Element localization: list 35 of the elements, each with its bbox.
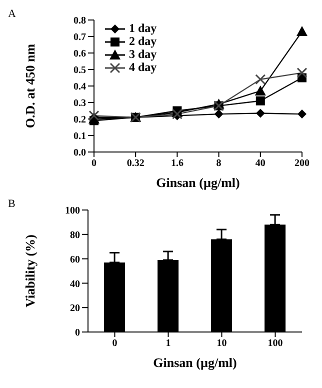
legend-label: 1 day [129,21,157,35]
y-tick-label: 40 [70,278,80,290]
y-axis-title: O.D. at 450 nm [22,44,38,128]
x-tick-label: 100 [268,338,283,350]
y-tick-label: 0.7 [74,32,86,44]
legend-label: 2 day [129,34,157,48]
x-tick-label: 1 [166,338,171,350]
y-tick-label: 0 [75,328,80,339]
y-tick-label: 80 [70,230,80,241]
y-tick-label: 0.4 [74,82,86,93]
y-tick-label: 0.3 [74,98,86,110]
y-tick-label: 100 [65,206,80,217]
y-tick-label: 0.1 [74,131,86,142]
x-tick-label: 0 [92,158,96,170]
chart-title: B [8,198,16,210]
y-tick-label: 0.6 [74,48,86,60]
y-tick-label: 0.0 [74,148,86,159]
y-tick-label: 20 [70,303,80,314]
x-tick-label: 10 [216,338,227,350]
legend-label: 3 day [129,47,157,61]
x-axis-title: Ginsan (µg/ml) [153,355,237,370]
legend-label: 4 day [129,60,157,74]
x-tick-label: 8 [216,158,222,170]
x-axis-title: Ginsan (µg/ml) [156,175,240,190]
x-tick-label: 1.6 [170,158,184,170]
y-tick-label: 60 [70,254,80,266]
x-tick-label: 0.32 [126,158,144,170]
x-tick-label: 200 [294,158,310,170]
x-tick-label: 0 [112,338,118,350]
y-axis-title: Viability (%) [22,234,38,308]
x-tick-label: 40 [255,158,266,170]
y-tick-label: 0.5 [74,65,86,76]
y-tick-label: 0.2 [74,114,86,126]
chart-title: A [8,8,16,20]
y-tick-label: 0.8 [74,16,86,27]
